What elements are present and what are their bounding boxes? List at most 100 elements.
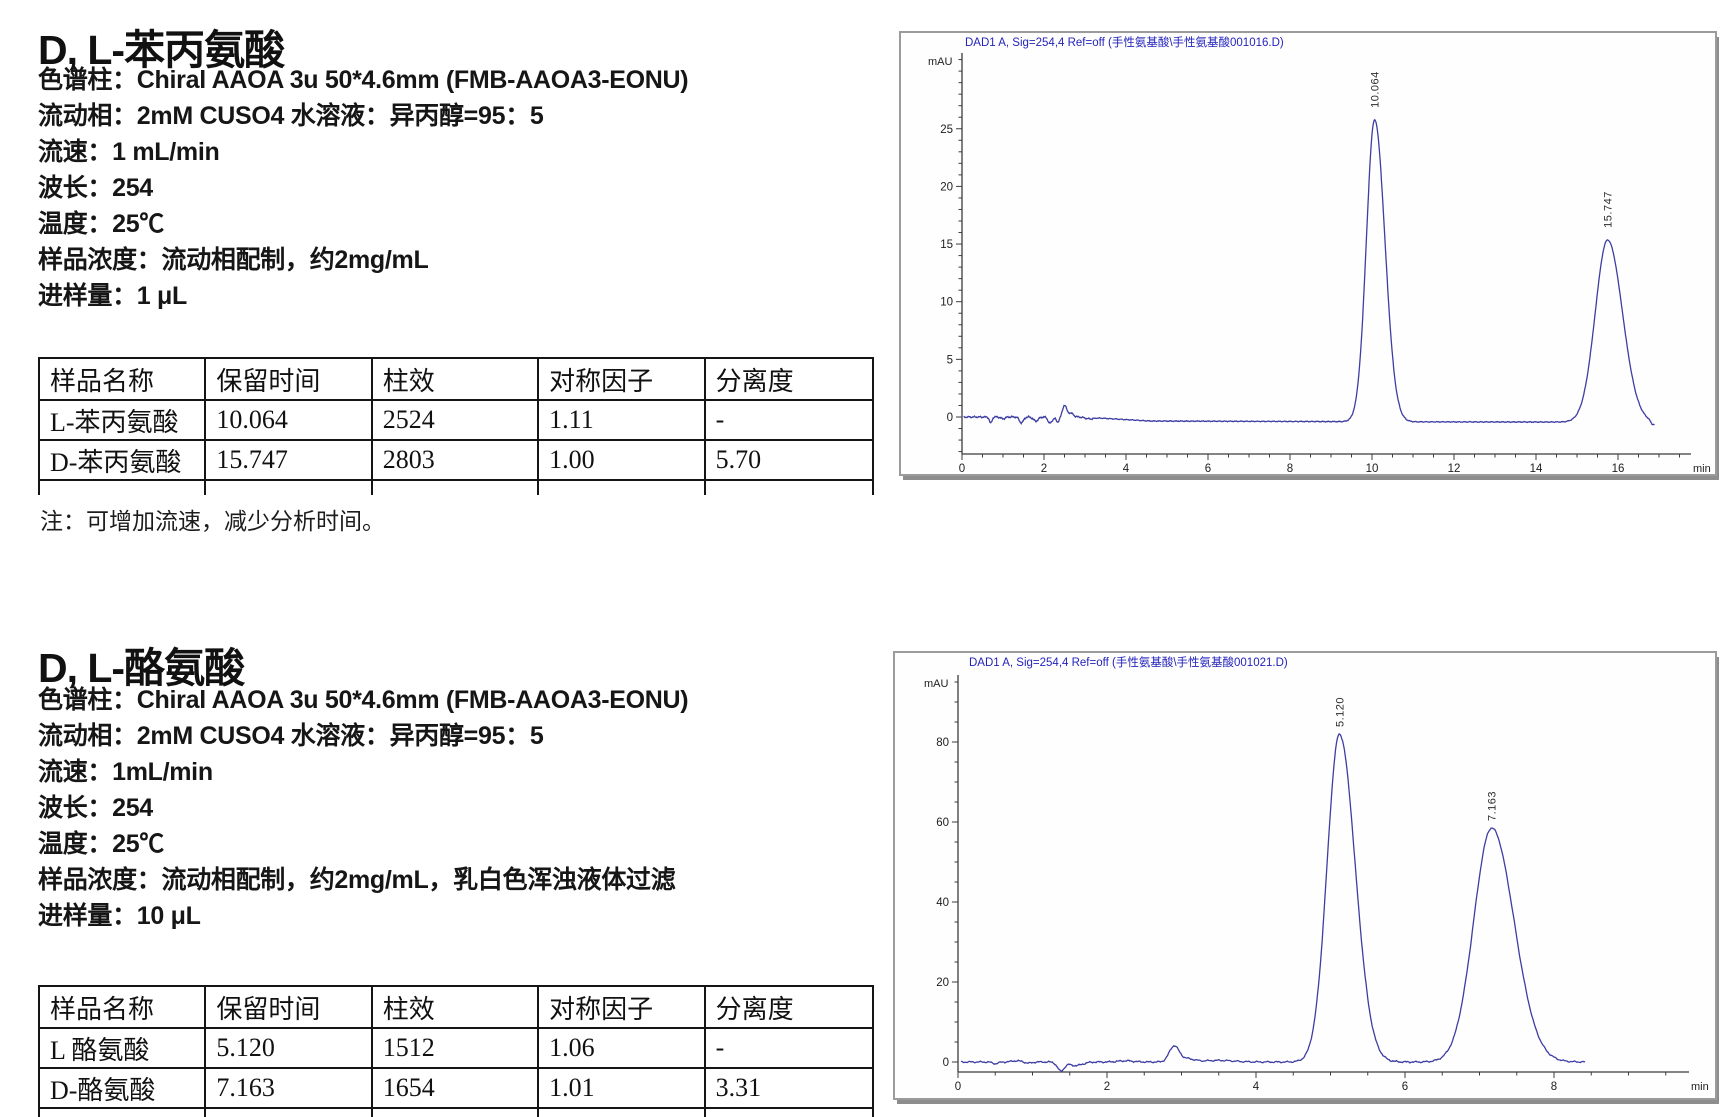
cell-retention-time: 7.163 (206, 1069, 373, 1107)
signal-trace (960, 732, 1586, 1073)
cell-column-eff: 2524 (373, 401, 540, 439)
x-tick-label: 12 (1448, 463, 1461, 474)
x-tick-label: 10 (1366, 463, 1379, 474)
cell-retention-time: 15.747 (206, 441, 373, 479)
x-tick-label: 2 (1104, 1081, 1110, 1093)
table-header-row: 样品名称 保留时间 柱效 对称因子 分离度 (40, 987, 872, 1029)
header-sample-name: 样品名称 (40, 987, 207, 1027)
ghost-cell (539, 1109, 706, 1117)
section-1-title: D, L-苯丙氨酸 (38, 27, 285, 73)
cell-sample-name: L-苯丙氨酸 (40, 401, 207, 439)
condition-temperature: 温度：25℃ (38, 830, 165, 858)
ghost-cell (40, 1109, 207, 1117)
condition-temperature: 温度：25℃ (38, 210, 165, 238)
header-column-eff: 柱效 (373, 359, 540, 399)
condition-mobile-phase: 流动相：2mM CUSO4 水溶液：异丙醇=95：5 (38, 722, 544, 750)
ghost-cell (539, 481, 706, 495)
x-tick-label: 6 (1402, 1081, 1408, 1093)
table-ghost-row (40, 1109, 872, 1117)
table-row: L-苯丙氨酸 10.064 2524 1.11 - (40, 401, 872, 441)
results-table-1: 样品名称 保留时间 柱效 对称因子 分离度 L-苯丙氨酸 10.064 2524… (38, 357, 874, 495)
condition-injection: 进样量：10 μL (38, 902, 201, 930)
cell-sample-name: D-酪氨酸 (40, 1069, 207, 1107)
y-tick-label: 20 (940, 181, 953, 193)
y-tick-label: 5 (947, 354, 953, 366)
y-tick-label: 0 (943, 1057, 949, 1069)
ghost-cell (206, 1109, 373, 1117)
x-tick-label: 0 (955, 1081, 961, 1093)
x-tick-label: 8 (1287, 463, 1293, 474)
section-1-note: 注：可增加流速，减少分析时间。 (40, 509, 385, 534)
section-1-conditions: 色谱柱：Chiral AAOA 3u 50*4.6mm (FMB-AAOA3-E… (38, 62, 689, 314)
y-tick-label: 0 (947, 412, 953, 424)
table-row: D-酪氨酸 7.163 1654 1.01 3.31 (40, 1069, 872, 1109)
y-tick-label: 15 (940, 239, 953, 251)
chart-title: DAD1 A, Sig=254,4 Ref=off (手性氨基酸\手性氨基酸00… (965, 35, 1284, 49)
condition-concentration: 样品浓度：流动相配制，约2mg/mL，乳白色浑浊液体过滤 (38, 866, 676, 894)
cell-symmetry-factor: 1.06 (539, 1029, 706, 1067)
cell-column-eff: 2803 (373, 441, 540, 479)
peak-retention-label: 7.163 (1487, 791, 1499, 821)
x-tick-label: 0 (959, 463, 965, 474)
cell-symmetry-factor: 1.01 (539, 1069, 706, 1107)
x-tick-label: 8 (1551, 1081, 1557, 1093)
signal-trace (963, 119, 1655, 426)
cell-resolution: - (715, 405, 725, 434)
table-row: L 酪氨酸 5.120 1512 1.06 - (40, 1029, 872, 1069)
condition-column: 色谱柱：Chiral AAOA 3u 50*4.6mm (FMB-AAOA3-E… (38, 686, 689, 714)
y-axis-unit-label: mAU (928, 56, 953, 68)
peak-retention-label: 10.064 (1370, 71, 1382, 108)
header-column-eff: 柱效 (373, 987, 540, 1027)
cell-resolution: - (715, 1033, 725, 1062)
cell-resolution: 3.31 (715, 1073, 762, 1102)
header-sample-name: 样品名称 (40, 359, 207, 399)
results-table-2: 样品名称 保留时间 柱效 对称因子 分离度 L 酪氨酸 5.120 1512 1… (38, 985, 874, 1117)
chart-title: DAD1 A, Sig=254,4 Ref=off (手性氨基酸\手性氨基酸00… (969, 655, 1288, 669)
peak-retention-label: 5.120 (1334, 697, 1346, 727)
condition-mobile-phase: 流动相：2mM CUSO4 水溶液：异丙醇=95：5 (38, 102, 544, 130)
x-tick-label: 6 (1205, 463, 1211, 474)
cell-sample-name: D-苯丙氨酸 (40, 441, 207, 479)
cell-symmetry-factor: 1.00 (539, 441, 706, 479)
ghost-cell (706, 1109, 872, 1117)
peak-retention-label: 15.747 (1603, 191, 1615, 228)
y-tick-label: 25 (940, 124, 953, 136)
condition-concentration: 样品浓度：流动相配制，约2mg/mL (38, 246, 429, 274)
y-tick-label: 60 (936, 817, 949, 829)
y-tick-label: 40 (936, 897, 949, 909)
ghost-cell (40, 481, 207, 495)
y-tick-label: 10 (940, 297, 953, 309)
condition-column: 色谱柱：Chiral AAOA 3u 50*4.6mm (FMB-AAOA3-E… (38, 66, 689, 94)
cell-sample-name: L 酪氨酸 (40, 1029, 207, 1067)
condition-flow-rate: 流速：1 mL/min (38, 138, 220, 166)
table-ghost-row (40, 481, 872, 495)
condition-flow-rate: 流速：1mL/min (38, 758, 213, 786)
header-retention-time: 保留时间 (206, 987, 373, 1027)
chromatogram-2-frame: DAD1 A, Sig=254,4 Ref=off (手性氨基酸\手性氨基酸00… (893, 651, 1717, 1100)
table-header-row: 样品名称 保留时间 柱效 对称因子 分离度 (40, 359, 872, 401)
header-resolution: 分离度 (715, 994, 794, 1024)
y-tick-label: 80 (936, 737, 949, 749)
x-axis-unit-label: min (1691, 1081, 1709, 1093)
ghost-cell (206, 481, 373, 495)
cell-column-eff: 1512 (373, 1029, 540, 1067)
condition-wavelength: 波长：254 (38, 794, 153, 822)
section-2-conditions: 色谱柱：Chiral AAOA 3u 50*4.6mm (FMB-AAOA3-E… (38, 682, 689, 934)
ghost-cell (706, 481, 872, 495)
chromatogram-2: DAD1 A, Sig=254,4 Ref=off (手性氨基酸\手性氨基酸00… (924, 655, 1709, 1093)
header-resolution: 分离度 (715, 366, 794, 396)
y-tick-label: 20 (936, 977, 949, 989)
ghost-cell (373, 1109, 540, 1117)
cell-retention-time: 10.064 (206, 401, 373, 439)
x-axis-unit-label: min (1693, 463, 1711, 474)
ghost-cell (373, 481, 540, 495)
section-2-title: D, L-酪氨酸 (38, 645, 245, 691)
condition-injection: 进样量：1 μL (38, 282, 188, 310)
x-tick-label: 14 (1530, 463, 1543, 474)
cell-symmetry-factor: 1.11 (539, 401, 706, 439)
header-symmetry-factor: 对称因子 (539, 987, 706, 1027)
x-tick-label: 4 (1253, 1081, 1260, 1093)
y-axis-unit-label: mAU (924, 678, 949, 690)
condition-wavelength: 波长：254 (38, 174, 153, 202)
